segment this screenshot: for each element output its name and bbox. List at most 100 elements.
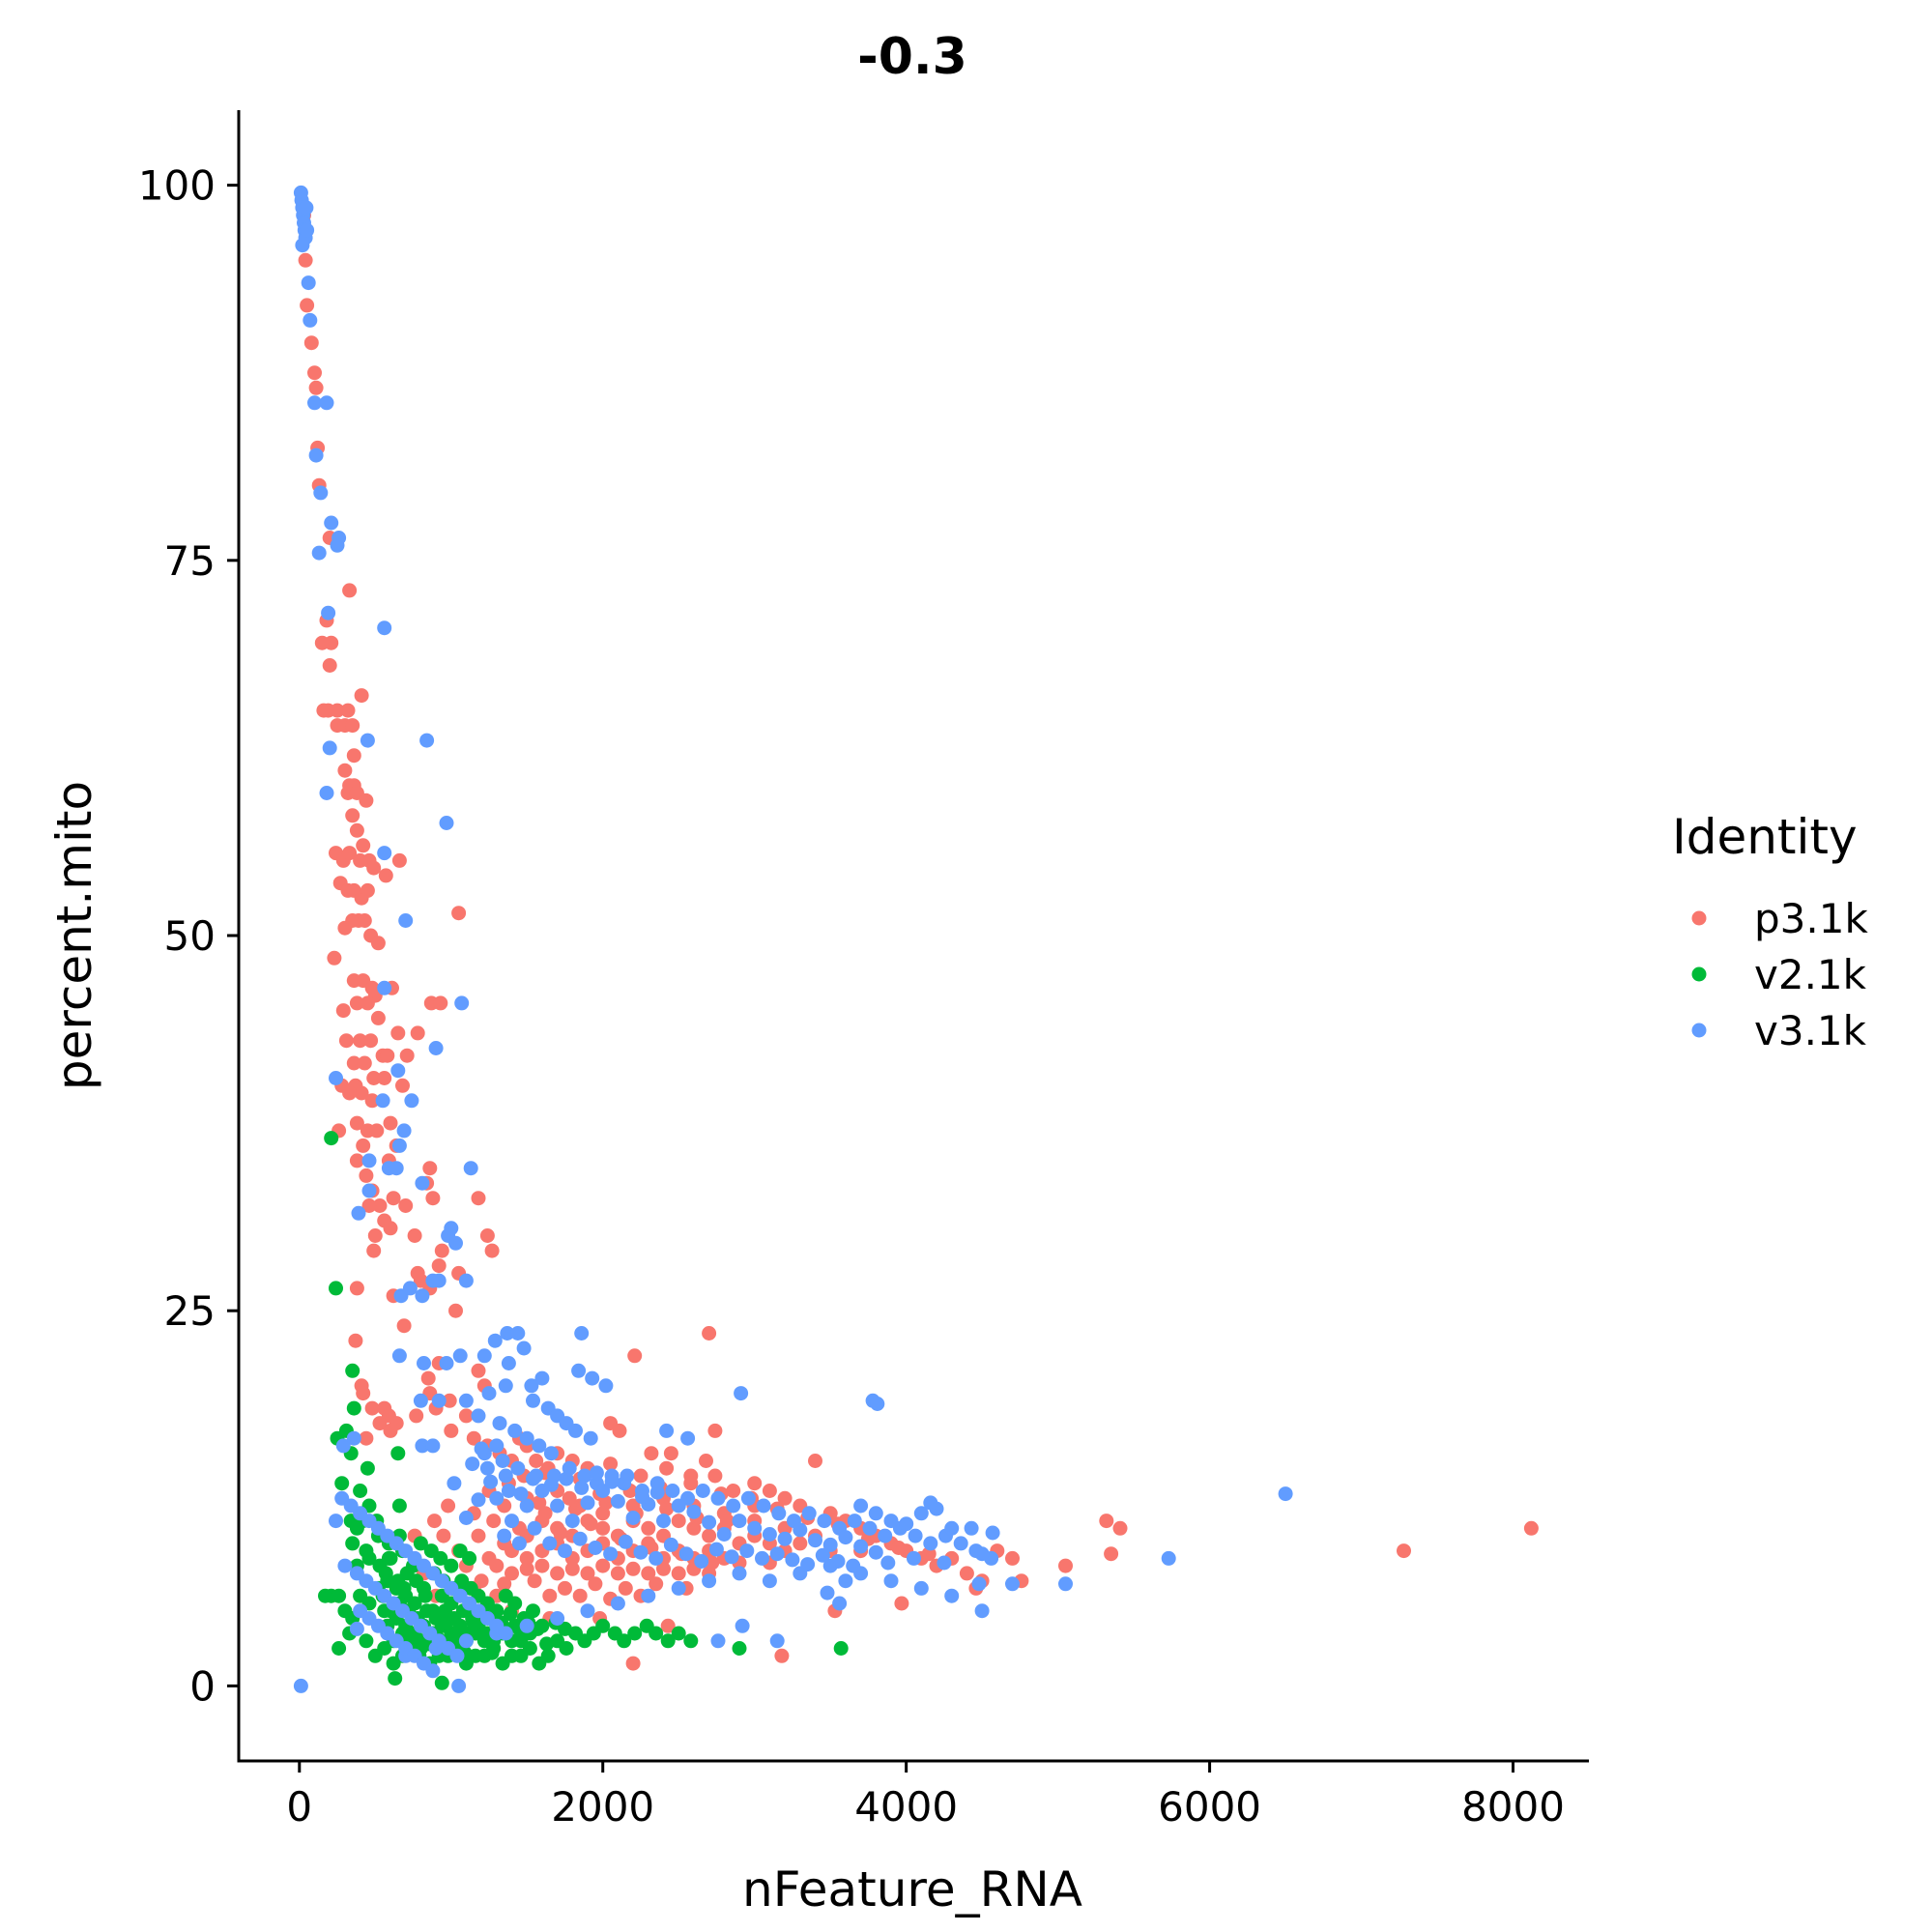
x-tick-label-0: 0: [286, 1783, 312, 1831]
point-v3.1k-78: [526, 1393, 540, 1408]
point-p3.1k-144: [529, 1454, 544, 1468]
point-v3.1k-15: [313, 485, 329, 501]
point-p3.1k-183: [1104, 1546, 1119, 1562]
point-p3.1k-60: [370, 1010, 386, 1025]
y-tick-label-3: 75: [164, 537, 216, 585]
point-v3.1k-87: [492, 1416, 507, 1431]
point-v2.1k-3: [346, 1400, 361, 1416]
point-p3.1k-31: [356, 838, 371, 853]
point-p3.1k-102: [383, 1221, 398, 1236]
point-v3.1k-66: [571, 1363, 587, 1378]
point-v2.1k-96: [683, 1633, 699, 1649]
point-p3.1k-265: [656, 1561, 671, 1576]
point-v3.1k-65: [534, 1370, 550, 1386]
point-v3.1k-40: [389, 1161, 404, 1176]
point-v2.1k-152: [463, 1580, 478, 1596]
point-p3.1k-323: [663, 1446, 678, 1461]
point-v3.1k-148: [974, 1603, 990, 1619]
point-v3.1k-59: [391, 1348, 407, 1364]
point-p3.1k-103: [407, 1228, 422, 1243]
point-p3.1k-257: [534, 1558, 550, 1573]
point-v3.1k-89: [519, 1430, 534, 1446]
point-v3.1k-113: [695, 1484, 710, 1498]
point-v3.1k-266: [769, 1546, 785, 1562]
point-p3.1k-322: [633, 1468, 649, 1484]
point-v3.1k-74: [413, 1393, 428, 1408]
point-v3.1k-147: [1278, 1486, 1293, 1502]
point-p3.1k-259: [564, 1561, 580, 1576]
point-p3.1k-47: [357, 913, 372, 928]
point-p3.1k-3: [303, 335, 319, 351]
point-p3.1k-295: [537, 1506, 553, 1521]
point-v3.1k-72: [458, 1393, 474, 1408]
point-v3.1k-286: [483, 1474, 499, 1489]
point-p3.1k-180: [1058, 1558, 1073, 1573]
point-p3.1k-263: [625, 1561, 641, 1576]
point-p3.1k-184: [1397, 1543, 1411, 1559]
point-v3.1k-13: [319, 395, 334, 411]
x-tick-label-3: 6000: [1158, 1783, 1261, 1831]
point-p3.1k-260: [580, 1566, 595, 1581]
point-p3.1k-277: [542, 1588, 558, 1603]
point-v3.1k-139: [929, 1501, 944, 1516]
point-p3.1k-65: [353, 1033, 368, 1049]
point-v3.1k-143: [974, 1546, 990, 1562]
point-p3.1k-50: [337, 920, 353, 936]
point-v3.1k-105: [577, 1468, 592, 1484]
point-p3.1k-299: [659, 1501, 675, 1516]
point-p3.1k-314: [427, 1514, 442, 1529]
x-axis-ticks: 0 2000 4000 6000 8000: [286, 1761, 1565, 1831]
point-v3.1k-75: [734, 1386, 749, 1401]
point-v3.1k-16: [311, 545, 327, 561]
point-p3.1k-138: [466, 1430, 481, 1446]
point-p3.1k-124: [372, 1416, 388, 1431]
point-p3.1k-155: [659, 1460, 675, 1476]
point-v3.1k-189: [498, 1626, 513, 1641]
point-p3.1k-70: [346, 1055, 361, 1071]
point-p3.1k-79: [395, 1078, 410, 1093]
point-v3.1k-264: [739, 1543, 755, 1559]
point-p3.1k-269: [474, 1573, 489, 1589]
point-p3.1k-128: [409, 1408, 424, 1424]
legend-key-v2.1k: [1691, 966, 1707, 982]
point-p3.1k-161: [762, 1484, 777, 1498]
point-v3.1k-279: [589, 1465, 604, 1481]
point-p3.1k-228: [702, 1528, 717, 1543]
point-v3.1k-127: [908, 1528, 923, 1543]
point-p3.1k-303: [583, 1516, 598, 1532]
point-p3.1k-272: [558, 1580, 572, 1596]
point-p3.1k-66: [363, 1033, 379, 1049]
point-p3.1k-97: [422, 1161, 438, 1176]
point-v3.1k-284: [458, 1511, 474, 1525]
point-v2.1k-2: [345, 1363, 360, 1378]
point-p3.1k-150: [612, 1423, 627, 1438]
point-p3.1k-100: [367, 1228, 383, 1243]
point-v3.1k-238: [732, 1514, 747, 1529]
point-v3.1k-145: [1058, 1576, 1073, 1592]
point-p3.1k-22: [346, 748, 361, 764]
point-p3.1k-136: [444, 1423, 459, 1438]
point-v2.1k-155: [378, 1566, 393, 1581]
point-p3.1k-12: [322, 658, 337, 673]
point-v3.1k-86: [471, 1408, 486, 1424]
point-v3.1k-169: [293, 1678, 308, 1693]
point-v2.1k-173: [539, 1636, 555, 1652]
point-p3.1k-61: [335, 1003, 351, 1019]
point-p3.1k-23: [337, 763, 353, 778]
point-v3.1k-69: [524, 1378, 539, 1394]
x-tick-label-4: 8000: [1461, 1783, 1565, 1831]
point-v3.1k-85: [680, 1430, 696, 1446]
point-p3.1k-316: [486, 1514, 502, 1529]
point-v2.1k-91: [627, 1626, 643, 1641]
point-p3.1k-59: [360, 995, 375, 1011]
point-p3.1k-190: [625, 1656, 641, 1671]
point-p3.1k-151: [627, 1348, 643, 1364]
point-v3.1k-27: [377, 846, 392, 861]
point-v3.1k-281: [620, 1468, 635, 1484]
point-v3.1k-156: [732, 1566, 747, 1581]
point-v3.1k-95: [346, 1430, 361, 1446]
point-v3.1k-228: [580, 1495, 595, 1511]
point-p3.1k-4: [307, 365, 322, 381]
point-v3.1k-117: [756, 1498, 771, 1514]
point-p3.1k-158: [707, 1468, 723, 1484]
